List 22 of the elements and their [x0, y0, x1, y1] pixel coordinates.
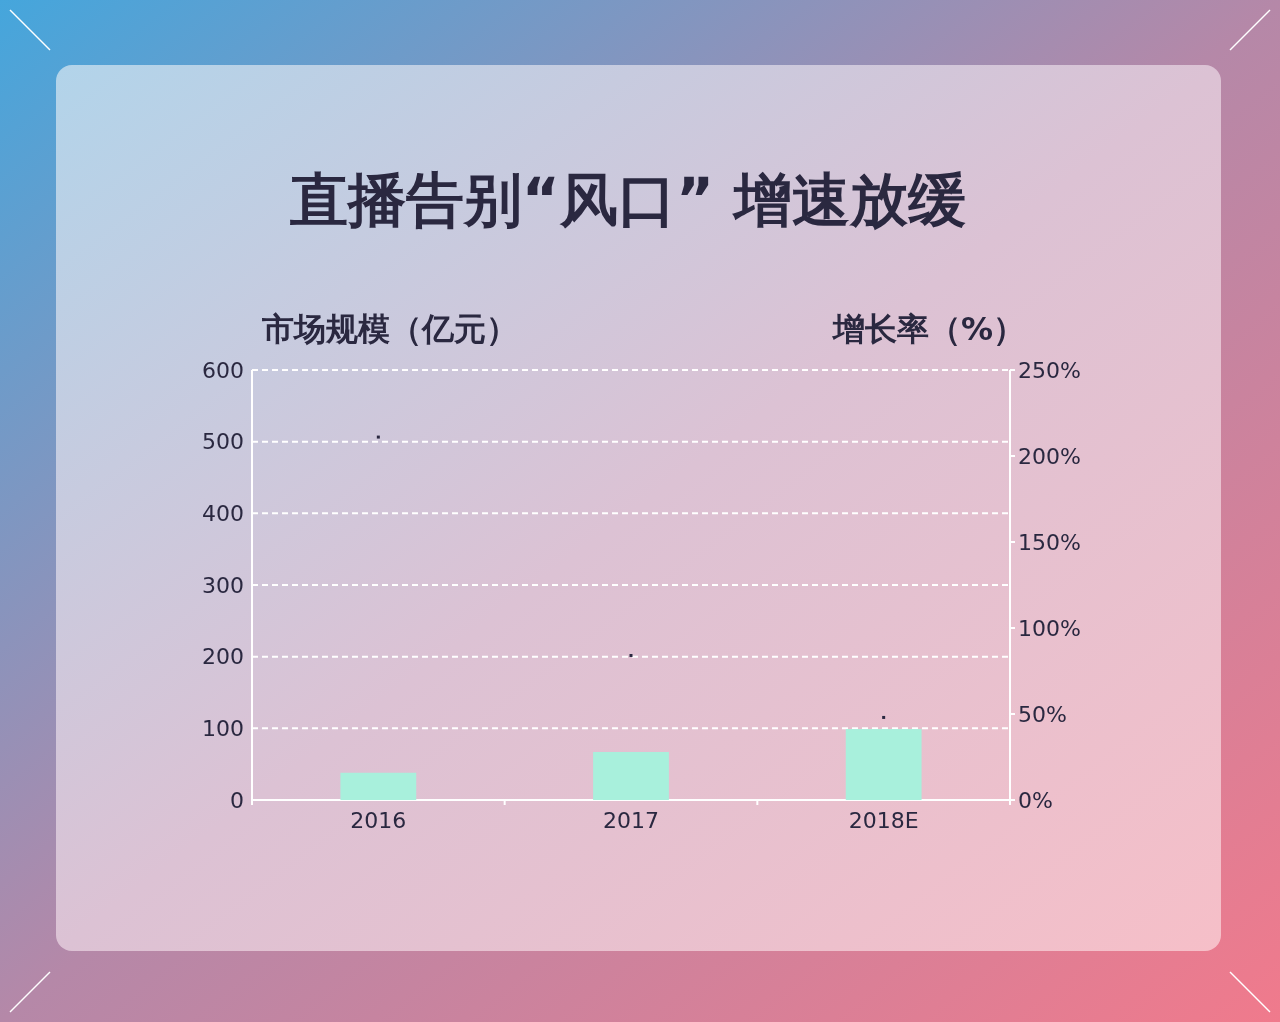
y-tick-label: 600 — [202, 357, 244, 383]
point — [376, 435, 380, 439]
y2-tick-label: 250% — [1018, 357, 1081, 383]
y-tick-label: 500 — [202, 429, 244, 455]
chart-title: 直播告别“风口” 增速放缓 — [288, 166, 967, 234]
y2-tick-label: 100% — [1018, 615, 1081, 641]
y-tick-label: 100 — [202, 716, 244, 742]
x-tick-label: 2018E — [848, 808, 919, 833]
x-tick-label: 2017 — [603, 808, 659, 833]
y2-tick-label: 200% — [1018, 443, 1081, 469]
y2-tick-label: 50% — [1018, 701, 1067, 727]
x-tick-label: 2016 — [350, 808, 407, 833]
y-tick-label: 200 — [202, 644, 244, 670]
y2-tick-label: 0% — [1018, 787, 1053, 813]
y-tick-label: 300 — [202, 572, 244, 598]
y2-tick-label: 150% — [1018, 529, 1081, 555]
point — [629, 654, 633, 658]
point — [882, 715, 886, 719]
y-axis-title: 市场规模（亿元） — [261, 310, 518, 348]
y2-axis-title: 增长率（%） — [830, 310, 1025, 348]
y-tick-label: 0 — [230, 787, 244, 813]
y-tick-label: 400 — [202, 501, 244, 527]
